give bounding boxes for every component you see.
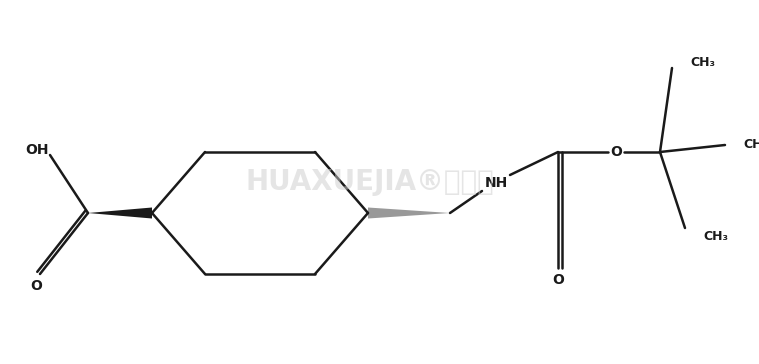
Text: HUAXUEJIA®化学加: HUAXUEJIA®化学加 — [246, 168, 494, 196]
Text: CH₃: CH₃ — [743, 138, 759, 151]
Text: OH: OH — [25, 143, 49, 157]
Text: CH₃: CH₃ — [690, 55, 715, 68]
Polygon shape — [368, 207, 450, 218]
Text: CH₃: CH₃ — [703, 229, 728, 242]
Text: O: O — [30, 279, 42, 293]
Text: O: O — [552, 273, 564, 287]
Polygon shape — [88, 207, 152, 218]
Text: O: O — [610, 145, 622, 159]
Text: NH: NH — [484, 176, 508, 190]
